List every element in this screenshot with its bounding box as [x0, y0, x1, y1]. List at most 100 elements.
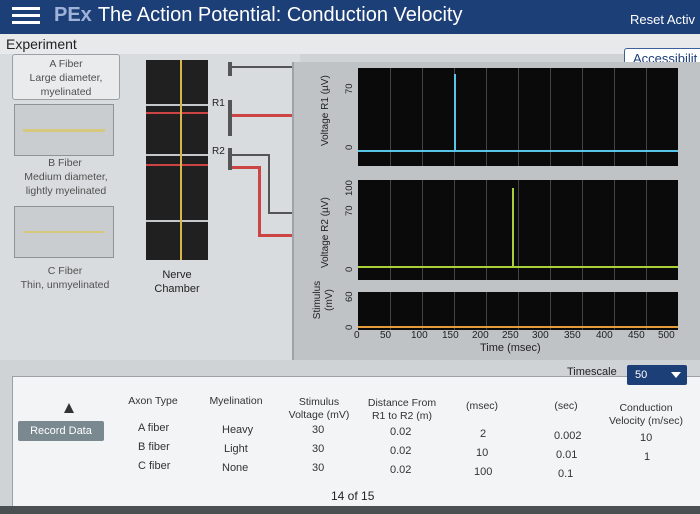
r1-spike	[454, 74, 456, 152]
chevron-down-icon	[671, 372, 681, 378]
grid-line	[646, 292, 647, 330]
timescale-label: Timescale	[567, 366, 617, 378]
cursor-icon	[64, 403, 74, 413]
grid-line	[518, 292, 519, 330]
r1-axis-label: Voltage R1 (µV)	[320, 75, 331, 146]
header-myelination: Myelination	[209, 395, 263, 407]
ground-wire	[268, 212, 292, 214]
r2-baseline	[358, 266, 678, 268]
x-tick: 200	[472, 330, 489, 341]
cell-axon: A fiber	[138, 422, 170, 434]
r2-wire	[258, 166, 261, 236]
r2-label: R2	[212, 146, 225, 157]
grid-line	[486, 292, 487, 330]
grid-line	[518, 180, 519, 280]
grid-line	[582, 180, 583, 280]
nerve-label-line2: Chamber	[154, 283, 200, 295]
title-text: The Action Potential: Conduction Velocit…	[97, 4, 463, 26]
sub-bar	[0, 34, 700, 54]
stimulus-tick: 60	[344, 291, 355, 302]
cell-distance: 0.02	[390, 445, 412, 457]
r2-trace-screen	[358, 180, 678, 280]
cell-sec: 0.002	[554, 430, 582, 442]
r2-electrode-line	[146, 164, 208, 166]
r2-tick: 0	[344, 266, 355, 272]
grid-line	[486, 68, 487, 166]
nerve-chamber-label: Nerve Chamber	[142, 268, 212, 296]
r1-trace-screen	[358, 68, 678, 166]
cell-myelination: Heavy	[222, 424, 254, 436]
page-indicator: 14 of 15	[331, 489, 375, 503]
grid-line	[646, 68, 647, 166]
bottom-edge	[0, 506, 700, 514]
grid-line	[550, 180, 551, 280]
nerve-label-line1: Nerve	[162, 269, 192, 281]
connector-plug	[228, 148, 232, 170]
x-tick: 250	[502, 330, 519, 341]
fiber-c-desc: Thin, unmyelinated	[20, 279, 110, 291]
fiber-c-name: C Fiber	[47, 265, 83, 277]
header-axon-type: Axon Type	[128, 395, 178, 407]
nerve-fiber	[180, 60, 182, 260]
cell-msec: 10	[476, 447, 489, 459]
cell-msec: 2	[480, 428, 487, 440]
r1-label: R1	[212, 98, 225, 109]
stimulus-baseline	[358, 326, 678, 328]
r1-wire	[232, 114, 292, 117]
grid-line	[614, 180, 615, 280]
reset-activity-button[interactable]: Reset Activ	[630, 12, 696, 27]
header-stimulus: Stimulus Voltage (mV)	[282, 396, 356, 422]
fiber-a-card[interactable]: A Fiber Large diameter, myelinated	[12, 54, 120, 100]
record-data-button[interactable]: Record Data	[18, 421, 104, 441]
cell-velocity: 1	[644, 451, 651, 463]
grid-line	[390, 68, 391, 166]
ground-wire	[268, 154, 270, 214]
cell-myelination: None	[222, 462, 249, 474]
cell-distance: 0.02	[390, 426, 412, 438]
timescale-value: 50	[635, 369, 648, 381]
fiber-c-image[interactable]	[14, 206, 114, 258]
header-stimulus-line1: Stimulus	[298, 396, 340, 408]
grid-line	[518, 68, 519, 166]
x-tick: 50	[380, 330, 392, 341]
cell-stimulus: 30	[312, 443, 325, 455]
fiber-b-strand	[23, 129, 105, 132]
top-bar: PEx The Action Potential: Conduction Velo…	[0, 0, 700, 34]
section-label: Experiment	[6, 36, 77, 52]
grid-line	[582, 68, 583, 166]
header-sec: (sec)	[554, 400, 578, 412]
cell-sec: 0.1	[558, 468, 574, 480]
grid-line	[582, 292, 583, 330]
x-tick: 500	[658, 330, 675, 341]
fiber-a-name: A Fiber	[49, 58, 83, 70]
cell-msec: 100	[474, 466, 493, 478]
grid-line	[390, 180, 391, 280]
fiber-a-desc: Large diameter, myelinated	[29, 72, 103, 98]
stimulus-trace-screen	[358, 292, 678, 330]
cell-stimulus: 30	[312, 424, 325, 436]
fiber-b-image[interactable]	[14, 104, 114, 156]
ground-wire	[232, 154, 270, 156]
r1-tick: 0	[344, 144, 355, 150]
header-distance-line1: Distance From	[367, 397, 437, 409]
r1-electrode-line	[146, 112, 208, 114]
cell-axon: C fiber	[138, 460, 171, 472]
grid-line	[422, 68, 423, 166]
nerve-chamber[interactable]	[146, 60, 208, 260]
timescale-dropdown[interactable]: 50	[627, 365, 687, 385]
menu-icon[interactable]	[6, 3, 46, 29]
x-tick: 0	[354, 330, 360, 341]
grid-line	[646, 180, 647, 280]
cell-myelination: Light	[224, 443, 248, 455]
chamber-divider	[146, 104, 208, 106]
x-tick: 450	[628, 330, 645, 341]
grid-line	[454, 180, 455, 280]
x-tick: 400	[596, 330, 613, 341]
stimulus-axis-label: Stimulus (mV)	[312, 280, 335, 320]
cell-velocity: 10	[640, 432, 653, 444]
grid-line	[614, 68, 615, 166]
r2-spike	[512, 188, 514, 268]
x-tick: 150	[442, 330, 459, 341]
grid-line	[486, 180, 487, 280]
cell-sec: 0.01	[556, 449, 578, 461]
